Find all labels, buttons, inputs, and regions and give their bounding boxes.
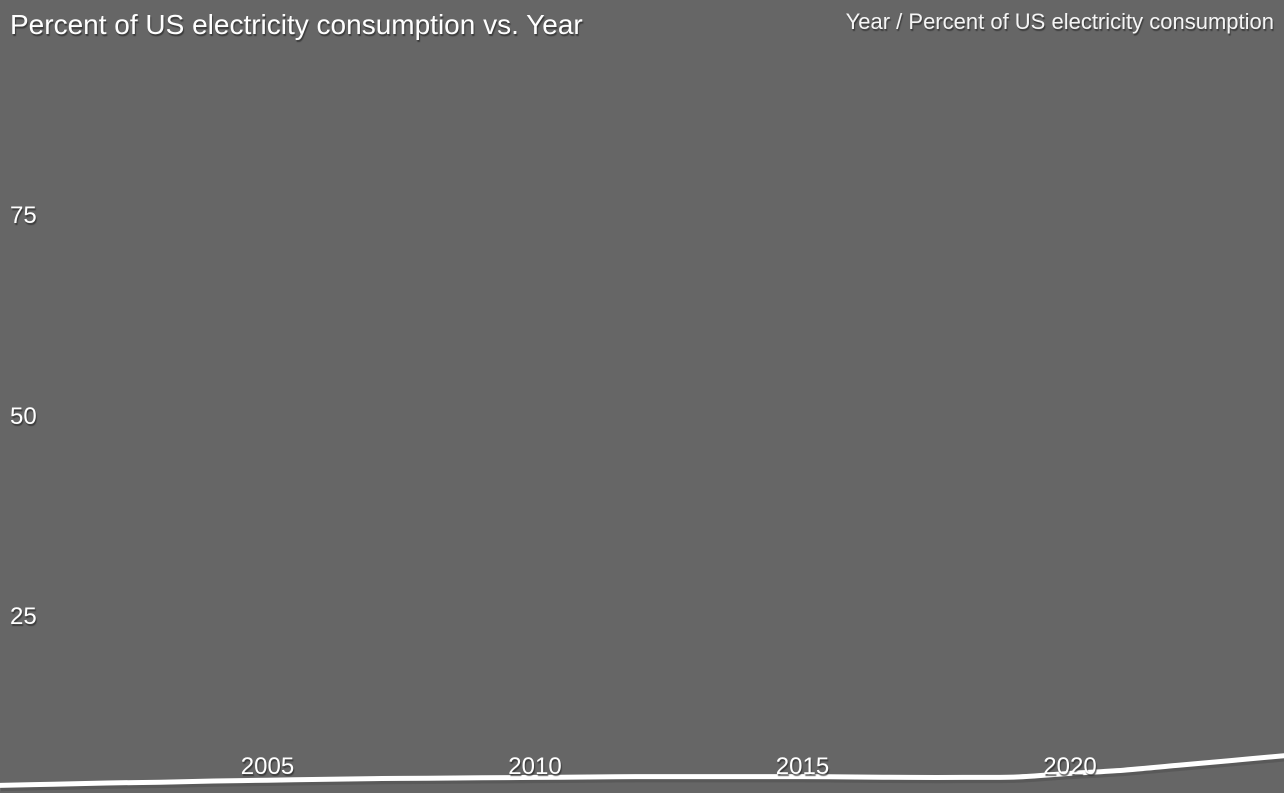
plot-line-shadow	[0, 756, 1284, 792]
y-tick-label-50: 50	[10, 402, 37, 430]
x-tick-label-2020: 2020	[1043, 753, 1097, 780]
x-tick-label-2015: 2015	[775, 753, 830, 780]
y-tick-label-75: 75	[10, 202, 37, 229]
x-tick-label-2005: 2005	[240, 753, 295, 780]
chart-title: Percent of US electricity consumption vs…	[10, 9, 583, 40]
chart-legend: Year / Percent of US electricity consump…	[845, 9, 1274, 34]
x-tick-label-2010: 2010	[508, 753, 562, 780]
plot-line	[0, 753, 1284, 788]
y-tick-label-25: 25	[10, 603, 37, 630]
